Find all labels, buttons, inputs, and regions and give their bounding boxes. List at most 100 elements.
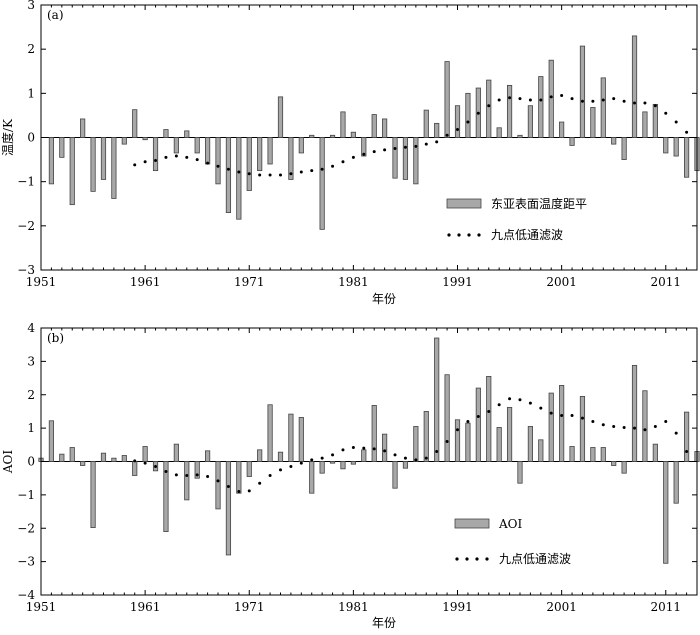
filter-point-2011: [664, 111, 668, 115]
bar-2004: [590, 107, 596, 138]
bar-2011: [663, 461, 669, 564]
bar-1984: [382, 433, 388, 462]
filter-point-1985: [393, 147, 397, 151]
filter-point-1987: [414, 458, 418, 462]
bar-1975: [288, 413, 294, 462]
bar-1992: [465, 92, 471, 138]
filter-point-1983: [372, 150, 376, 154]
x-tick-label: 2001: [546, 275, 577, 289]
y-axis-title: 温度/K: [0, 118, 15, 156]
filter-point-2009: [643, 428, 647, 432]
bar-1975: [288, 137, 294, 180]
bar-1967: [205, 450, 211, 462]
bar-2007: [621, 137, 627, 160]
chart-panel-b: −4 −3 −2 −1 0 1 2 3 4 1951 1961 1971 1981 1991 2001 201…: [1, 321, 700, 630]
bar-1969: [225, 461, 232, 556]
bar-2003: [579, 396, 586, 462]
bar-1994: [486, 375, 492, 462]
filter-point-1985: [393, 453, 397, 457]
filter-point-1984: [383, 148, 387, 152]
bar-1955: [80, 118, 86, 138]
filter-point-1981: [351, 155, 355, 159]
filter-point-2001: [560, 413, 564, 417]
filter-point-1979: [331, 453, 335, 457]
bar-1991: [454, 105, 461, 138]
bar-1953: [59, 137, 65, 158]
bar-1993: [475, 387, 481, 462]
filter-point-2007: [622, 425, 626, 429]
filter-point-1971: [247, 172, 251, 176]
bar-1995: [496, 127, 502, 138]
y-tick-label: 4: [27, 321, 35, 335]
x-tick-label: 1951: [26, 600, 57, 614]
bar-1974: [277, 451, 284, 462]
filter-point-1974: [278, 468, 282, 472]
filter-point-1976: [299, 461, 303, 465]
bar-1961: [142, 446, 148, 462]
filter-point-2012: [674, 431, 678, 435]
filter-point-1962: [154, 465, 158, 469]
bar-1986: [402, 461, 409, 469]
bar-1990: [444, 61, 450, 138]
filter-point-1969: [226, 485, 230, 489]
filter-point-1967: [206, 475, 210, 479]
filter-point-1978: [320, 456, 324, 460]
legend-dot-swatch: [455, 557, 459, 561]
bar-1960: [132, 461, 138, 476]
panel-label: (b): [47, 331, 64, 345]
filter-point-1992: [466, 419, 470, 423]
legend-filter-label: 九点低通滤波: [491, 228, 563, 242]
filter-point-1975: [289, 465, 293, 469]
filter-point-1968: [216, 164, 220, 168]
filter-point-2007: [622, 99, 626, 103]
filter-point-1991: [456, 428, 460, 432]
bar-2008: [631, 35, 638, 138]
bar-2003: [579, 45, 586, 138]
bar-1978: [319, 461, 325, 474]
y-tick-label: 3: [27, 354, 35, 368]
legend-dot-swatch: [485, 557, 489, 561]
bar-1981: [350, 131, 356, 138]
filter-point-1995: [497, 403, 501, 407]
filter-point-2004: [591, 99, 595, 103]
bar-1967: [205, 137, 211, 165]
legend-filter-label: 九点低通滤波: [499, 552, 571, 566]
bar-2000: [548, 59, 554, 138]
bar-2013: [684, 411, 690, 462]
bar-2009: [642, 390, 648, 462]
filter-point-2013: [685, 130, 689, 134]
bar-2004: [590, 447, 596, 462]
filter-point-1993: [476, 111, 480, 115]
filter-point-1994: [487, 409, 491, 413]
bar-1989: [434, 122, 440, 138]
x-tick-label: 2011: [650, 600, 681, 614]
bar-1956: [90, 461, 96, 528]
x-tick-label: 1971: [234, 275, 265, 289]
bar-1983: [371, 405, 377, 462]
bar-1965: [184, 461, 190, 501]
legend-dot-swatch: [457, 233, 461, 237]
filter-point-1993: [476, 414, 480, 418]
bar-1963: [163, 461, 169, 532]
x-tick-label: 2011: [650, 275, 681, 289]
x-axis-title: 年份: [372, 292, 396, 306]
filter-point-1992: [466, 120, 470, 124]
filter-point-1980: [341, 160, 345, 164]
bar-1972: [257, 137, 263, 172]
y-tick-label: −2: [17, 219, 35, 233]
bar-2013: [684, 137, 690, 178]
bar-1996: [506, 407, 513, 462]
y-tick-label: 2: [27, 42, 35, 56]
bar-2001: [559, 121, 565, 138]
filter-point-1997: [518, 97, 522, 101]
filter-point-1966: [195, 158, 199, 162]
bar-2005: [600, 447, 606, 462]
legend-bar-label: AOI: [498, 517, 523, 531]
bar-1979: [329, 461, 336, 464]
filter-point-1983: [372, 447, 376, 451]
bar-1987: [413, 137, 419, 185]
bar-1998: [527, 426, 533, 462]
filter-point-1965: [185, 155, 189, 159]
bar-1968: [215, 461, 221, 510]
filter-point-1999: [539, 406, 543, 410]
